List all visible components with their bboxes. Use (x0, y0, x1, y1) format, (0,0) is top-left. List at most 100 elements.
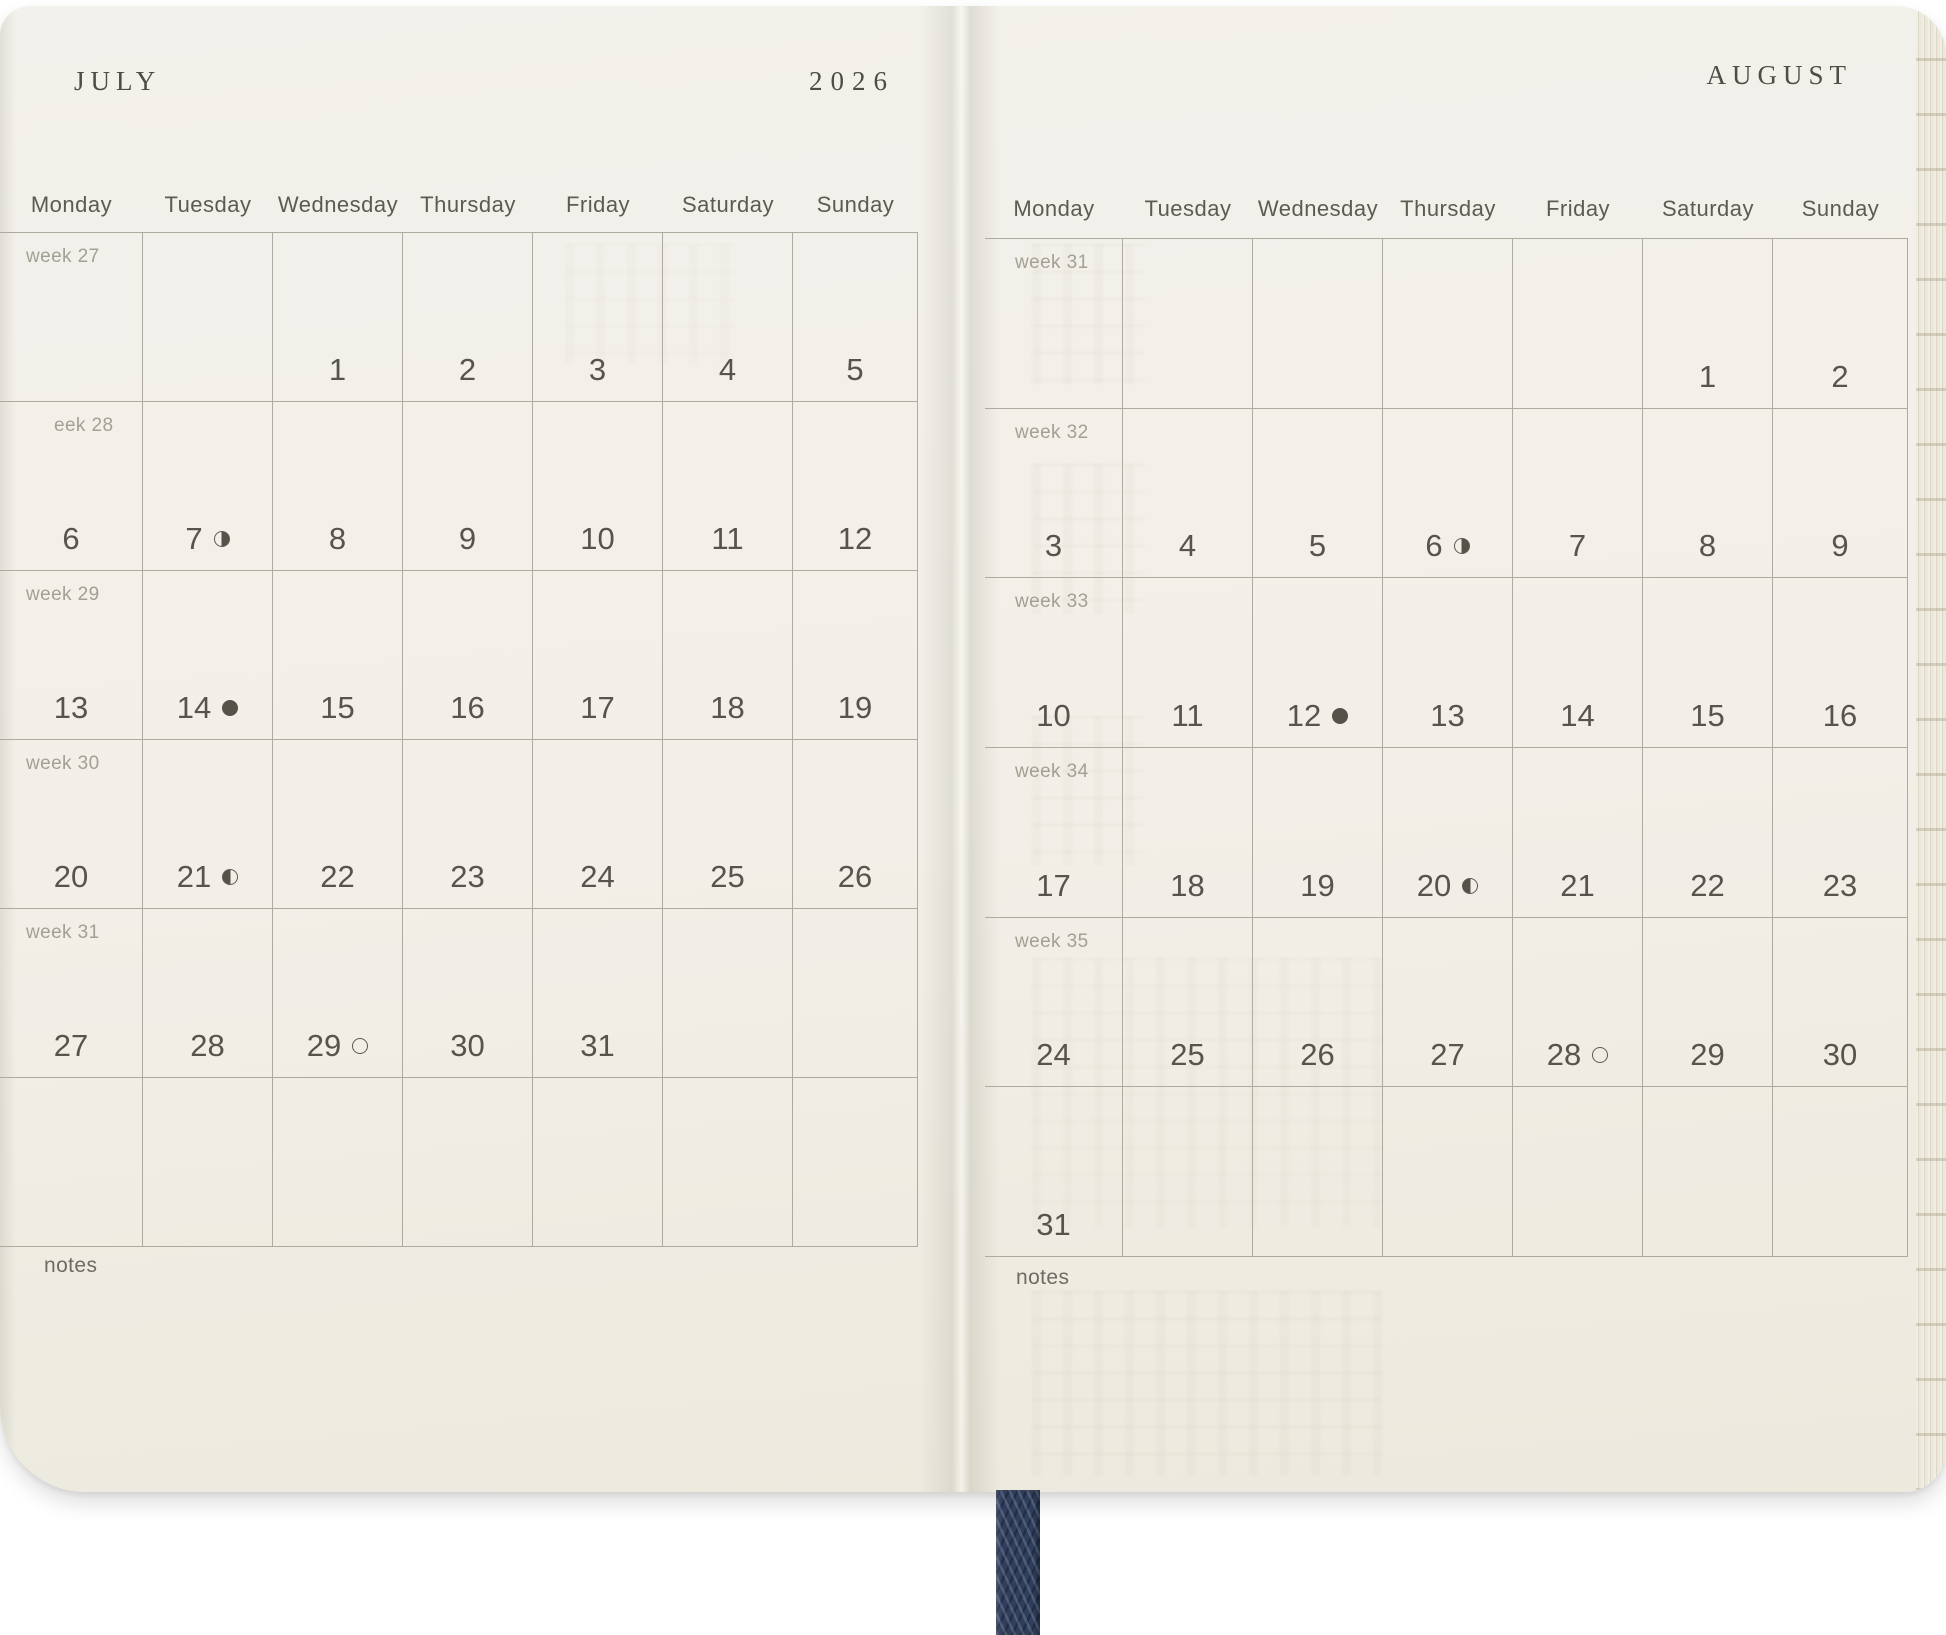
date-cell-july-17: 17 (533, 571, 663, 740)
date-cell-july-4: 4 (663, 233, 793, 402)
week-number-label: week 34 (1015, 761, 1089, 783)
date-number: 28 (190, 1028, 225, 1063)
date-number: 19 (1300, 867, 1335, 903)
date-entry: 31 (533, 1028, 662, 1064)
date-number: 21 (176, 859, 212, 894)
date-entry: 22 (273, 859, 402, 895)
date-number: 29 (306, 1028, 342, 1063)
empty-date-cell (1253, 1087, 1383, 1258)
date-cell-july-25: 25 (663, 740, 793, 909)
date-entry: 28 (143, 1028, 272, 1064)
date-cell-august-12: 12 (1253, 578, 1383, 749)
date-entry: 17 (533, 690, 662, 726)
date-cell-july-5: 5 (793, 233, 918, 402)
book-gutter (920, 6, 1000, 1492)
day-header-sunday: Sunday (1801, 196, 1880, 221)
date-entry: 29 (1643, 1037, 1772, 1073)
date-number: 4 (718, 352, 737, 387)
date-entry: 20 (1383, 868, 1512, 904)
date-number: 8 (1698, 528, 1717, 564)
date-cell-august-19: 19 (1253, 748, 1383, 918)
day-header-friday: Friday (565, 192, 631, 217)
date-number: 23 (1822, 867, 1858, 903)
week-number-label: week 30 (26, 753, 100, 774)
date-number: 4 (1178, 528, 1197, 564)
date-cell-july-1: 1 (273, 233, 403, 402)
date-entry: 1 (1643, 359, 1772, 395)
date-cell-july-30: 30 (403, 909, 533, 1078)
date-number: 31 (580, 1028, 615, 1063)
date-cell-july-22: 22 (273, 740, 403, 909)
last-quarter-moon-icon (213, 531, 230, 547)
date-entry: 14 (1513, 698, 1642, 734)
date-cell-august-22: 22 (1643, 748, 1773, 918)
date-number: 15 (320, 690, 355, 725)
empty-date-cell (793, 909, 918, 1078)
date-entry: 16 (403, 690, 532, 726)
empty-date-cell (663, 909, 793, 1078)
date-cell-august-17: week 34 17 (985, 748, 1123, 918)
last-quarter-moon-icon (1453, 538, 1470, 555)
date-cell-august-28: 28 (1513, 917, 1643, 1088)
date-entry: 9 (403, 521, 532, 557)
date-entry: 26 (1253, 1037, 1382, 1073)
date-number: 12 (1286, 698, 1322, 734)
date-entry: 11 (663, 521, 792, 557)
date-number: 1 (328, 352, 347, 387)
date-entry: 31 (985, 1207, 1122, 1243)
date-number: 22 (1690, 867, 1725, 903)
date-cell-august-9: 9 (1773, 408, 1908, 579)
empty-date-cell (0, 1078, 143, 1247)
date-number: 13 (1430, 698, 1465, 734)
date-entry: 9 (1773, 528, 1907, 564)
date-entry: 27 (0, 1028, 142, 1064)
date-cell-august-10: week 33 10 (985, 578, 1123, 749)
date-cell-august-15: 15 (1643, 578, 1773, 749)
empty-date-cell (143, 1078, 273, 1247)
week-number-label: week 31 (1015, 252, 1089, 273)
date-entry: 23 (1773, 868, 1907, 904)
date-cell-july-27: week 31 27 (0, 909, 143, 1078)
date-cell-july-18: 18 (663, 571, 793, 740)
new-moon-moon-icon (1332, 708, 1349, 725)
date-entry: 25 (1123, 1037, 1252, 1073)
date-entry: 19 (1253, 868, 1382, 904)
date-number: 27 (53, 1028, 89, 1063)
date-number: 14 (1560, 698, 1595, 734)
date-cell-july-6: eek 28 6 (0, 402, 143, 571)
july-calendar-grid: week 27 1 2 3 4 5 eek 28 6 7 8 9 10 11 12 week 29 13 14 1… (0, 232, 918, 1247)
date-cell-july-14: 14 (143, 571, 273, 740)
notes-label-right: notes (1016, 1266, 1070, 1289)
date-entry: 21 (1513, 868, 1642, 904)
left-month-title: JULY (74, 66, 162, 96)
date-number: 26 (1300, 1037, 1335, 1073)
date-cell-august-25: 25 (1123, 917, 1253, 1088)
date-cell-july-7: 7 (143, 402, 273, 571)
date-number: 27 (1430, 1037, 1465, 1073)
day-header-wednesday: Wednesday (277, 192, 399, 217)
show-through-ghost (1032, 1291, 1382, 1476)
new-moon-moon-icon (222, 700, 239, 716)
date-entry: 12 (793, 521, 917, 557)
date-entry: 3 (533, 352, 662, 388)
page-fore-edge (1916, 6, 1946, 1492)
week-number-label: week 29 (26, 584, 100, 605)
full-moon-moon-icon (352, 1038, 369, 1054)
week-number-label: week 32 (1015, 421, 1089, 443)
date-cell-july-8: 8 (273, 402, 403, 571)
date-entry: 8 (273, 521, 402, 557)
empty-date-cell (403, 1078, 533, 1247)
date-entry: 18 (663, 690, 792, 726)
day-header-friday: Friday (1545, 196, 1611, 221)
week-number-label: week 33 (1015, 591, 1089, 613)
page-edge-shade (0, 6, 16, 1492)
empty-date-cell (793, 1078, 918, 1247)
date-entry: 20 (0, 859, 142, 895)
empty-date-cell (533, 1078, 663, 1247)
date-entry: 26 (793, 859, 917, 895)
date-entry: 6 (0, 521, 142, 557)
empty-date-cell (1513, 239, 1643, 409)
date-number: 25 (710, 859, 745, 894)
day-header-monday: Monday (1013, 196, 1095, 221)
date-number: 16 (1822, 698, 1858, 734)
